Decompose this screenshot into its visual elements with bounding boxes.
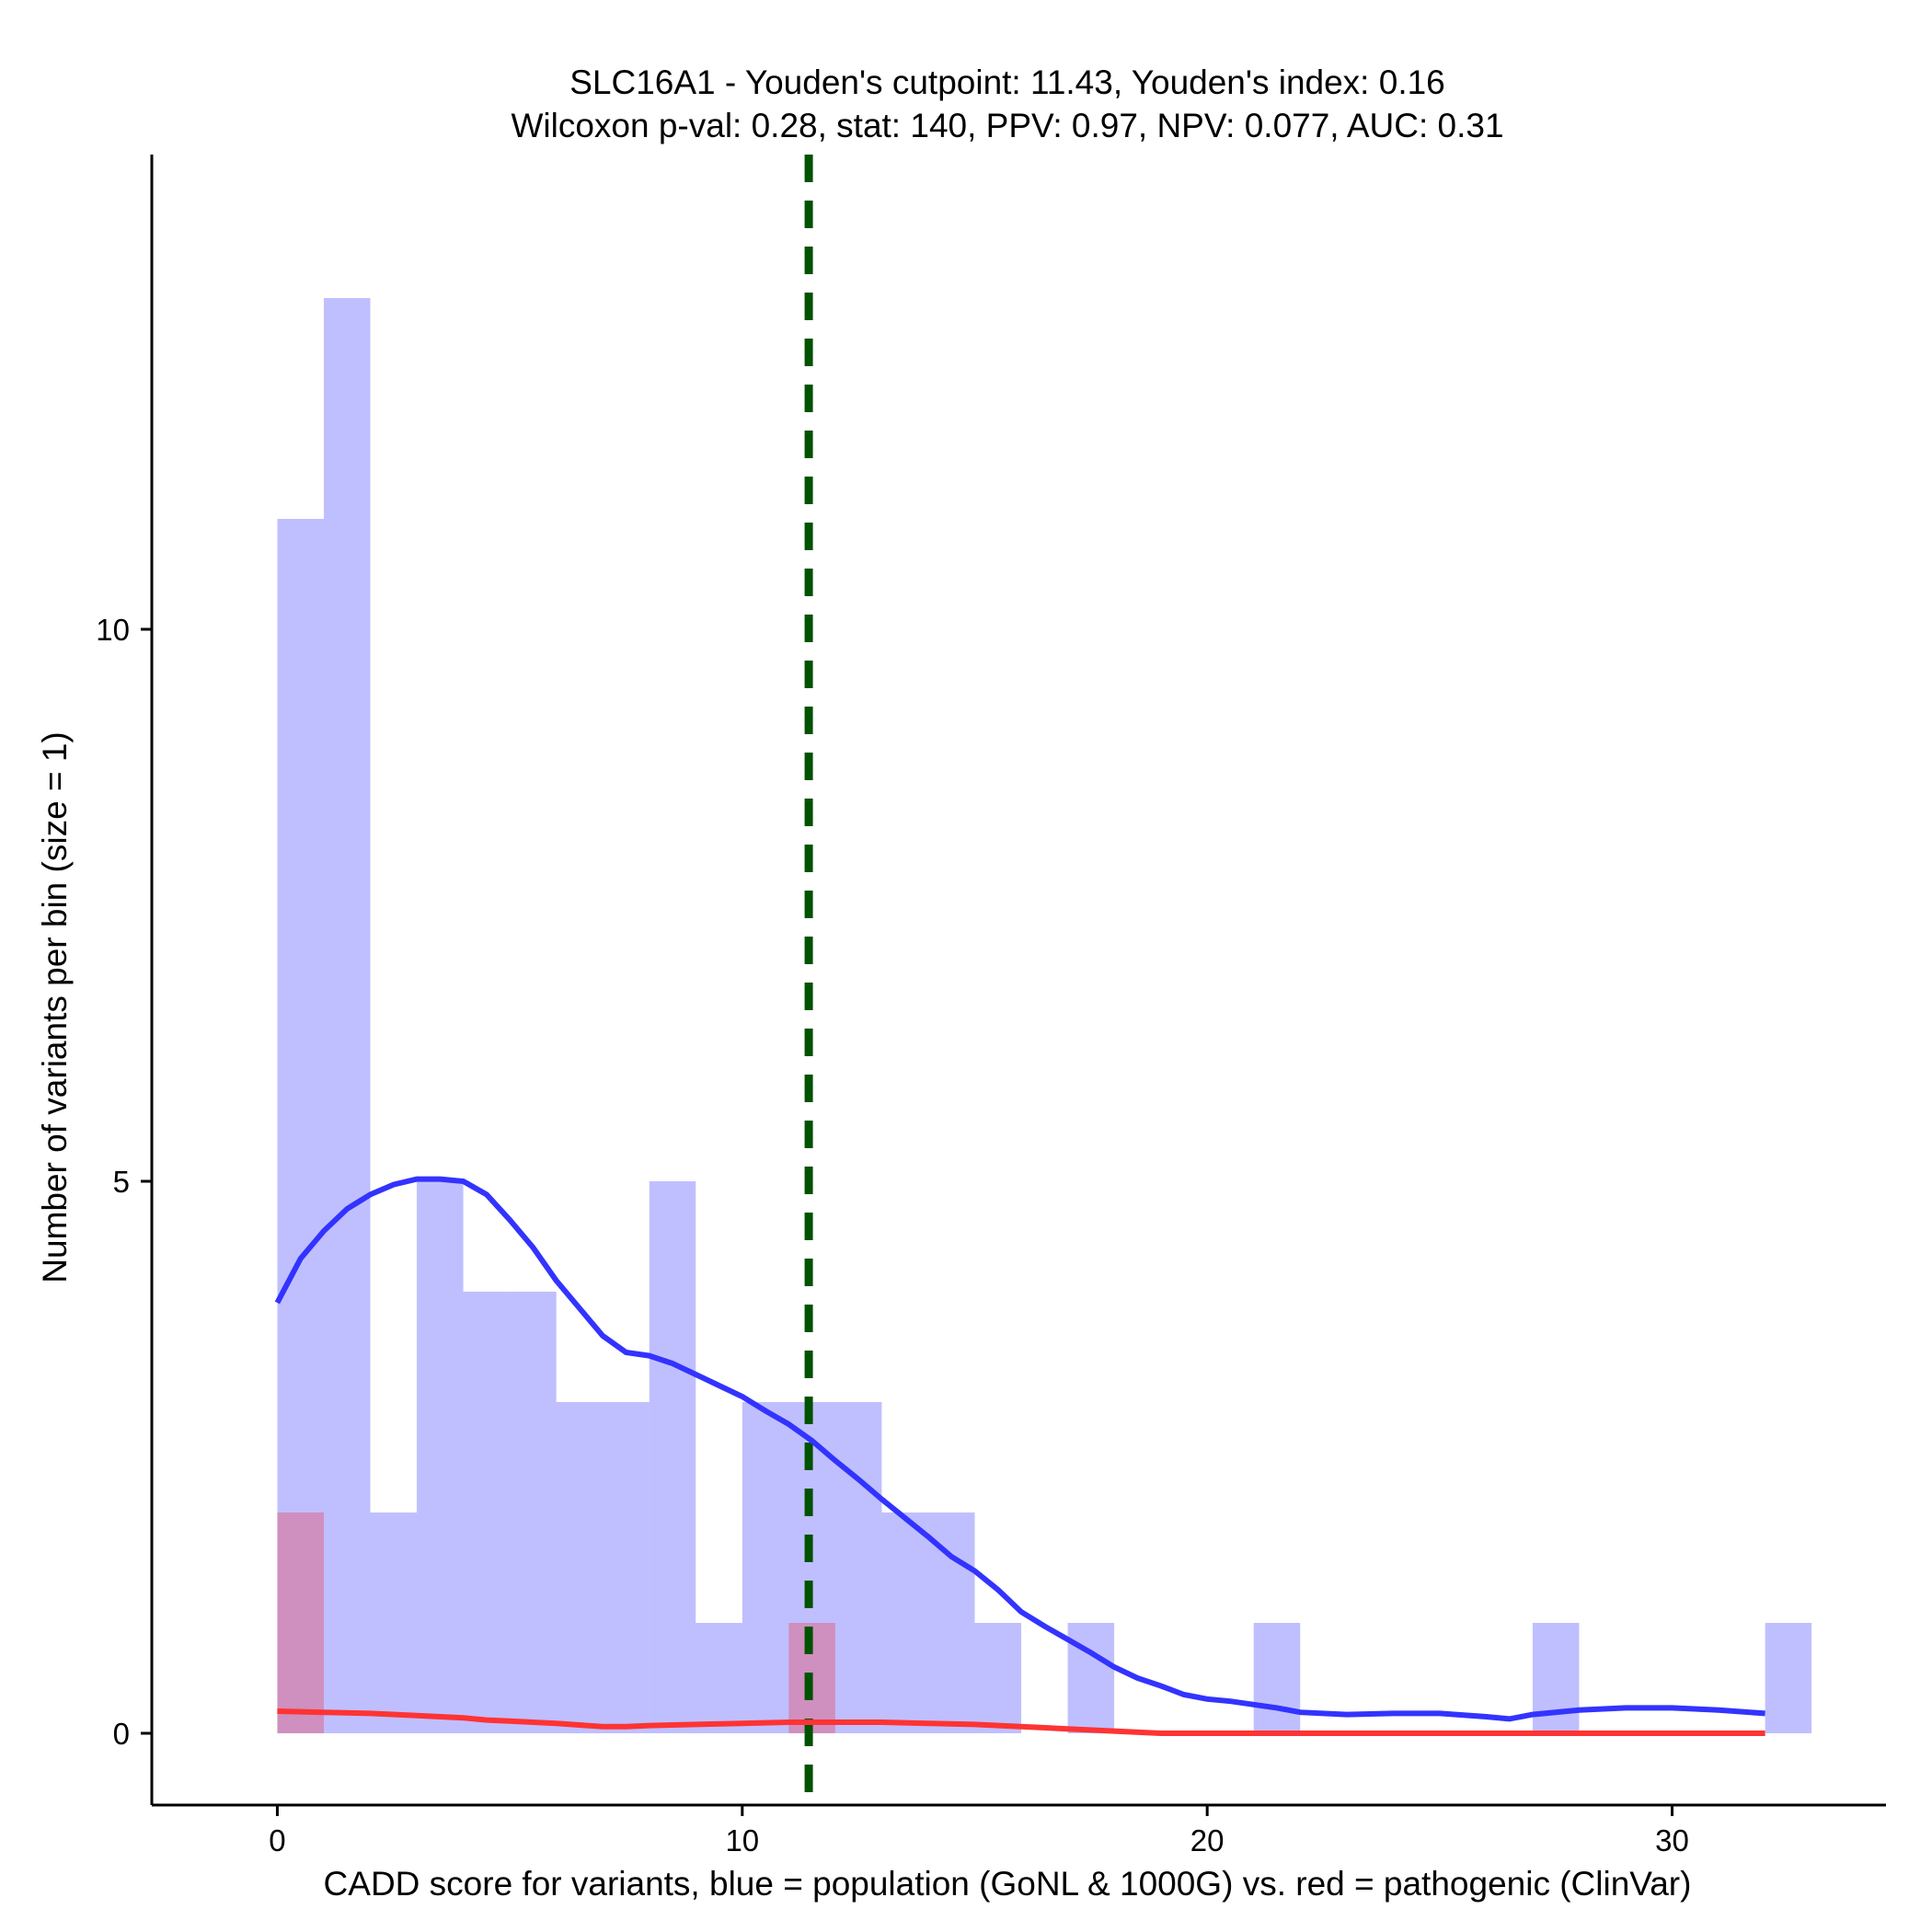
y-axis-label: Number of variants per bin (size = 1) (36, 731, 74, 1282)
population-bar-1 (323, 298, 371, 1733)
population-bar-10 (742, 1402, 789, 1733)
chart-title-line2: Wilcoxon p-val: 0.28, stat: 140, PPV: 0.… (511, 107, 1503, 144)
pathogenic-density-line (277, 1708, 1765, 1736)
population-bar-21 (1253, 1623, 1301, 1733)
x-tick-label-20: 20 (1190, 1823, 1225, 1857)
x-tick-label-30: 30 (1655, 1823, 1689, 1857)
pathogenic-bar-0 (277, 1512, 324, 1733)
population-bar-14 (927, 1512, 975, 1733)
population-bar-8 (649, 1181, 696, 1733)
population-bar-4 (463, 1292, 511, 1733)
population-bar-3 (417, 1181, 464, 1733)
population-bar-2 (370, 1512, 418, 1733)
population-density-line (274, 1176, 1765, 1722)
population-bar-5 (510, 1292, 557, 1733)
x-tick-label-10: 10 (725, 1823, 759, 1857)
chart-title-line1: SLC16A1 - Youden's cutpoint: 11.43, Youd… (569, 63, 1445, 101)
population-bar-15 (974, 1623, 1022, 1733)
population-bar-7 (603, 1402, 650, 1733)
population-bar-12 (834, 1402, 882, 1733)
population-bar-13 (881, 1512, 928, 1733)
population-bar-27 (1532, 1623, 1580, 1733)
population-bar-0 (277, 519, 324, 1733)
y-axis: 0 5 10 (96, 155, 154, 1805)
population-bar-6 (556, 1402, 604, 1733)
population-bar-9 (696, 1623, 742, 1733)
y-tick-label-10: 10 (96, 613, 130, 647)
x-tick-label-0: 0 (269, 1823, 285, 1857)
population-bar-17 (1067, 1623, 1115, 1733)
x-axis-label: CADD score for variants, blue = populati… (324, 1865, 1692, 1903)
population-bar-32 (1765, 1623, 1812, 1733)
y-tick-label-5: 5 (113, 1165, 130, 1199)
population-bars (277, 298, 1812, 1733)
x-axis: 0 10 20 30 (152, 1803, 1886, 1857)
y-tick-label-0: 0 (113, 1717, 130, 1751)
